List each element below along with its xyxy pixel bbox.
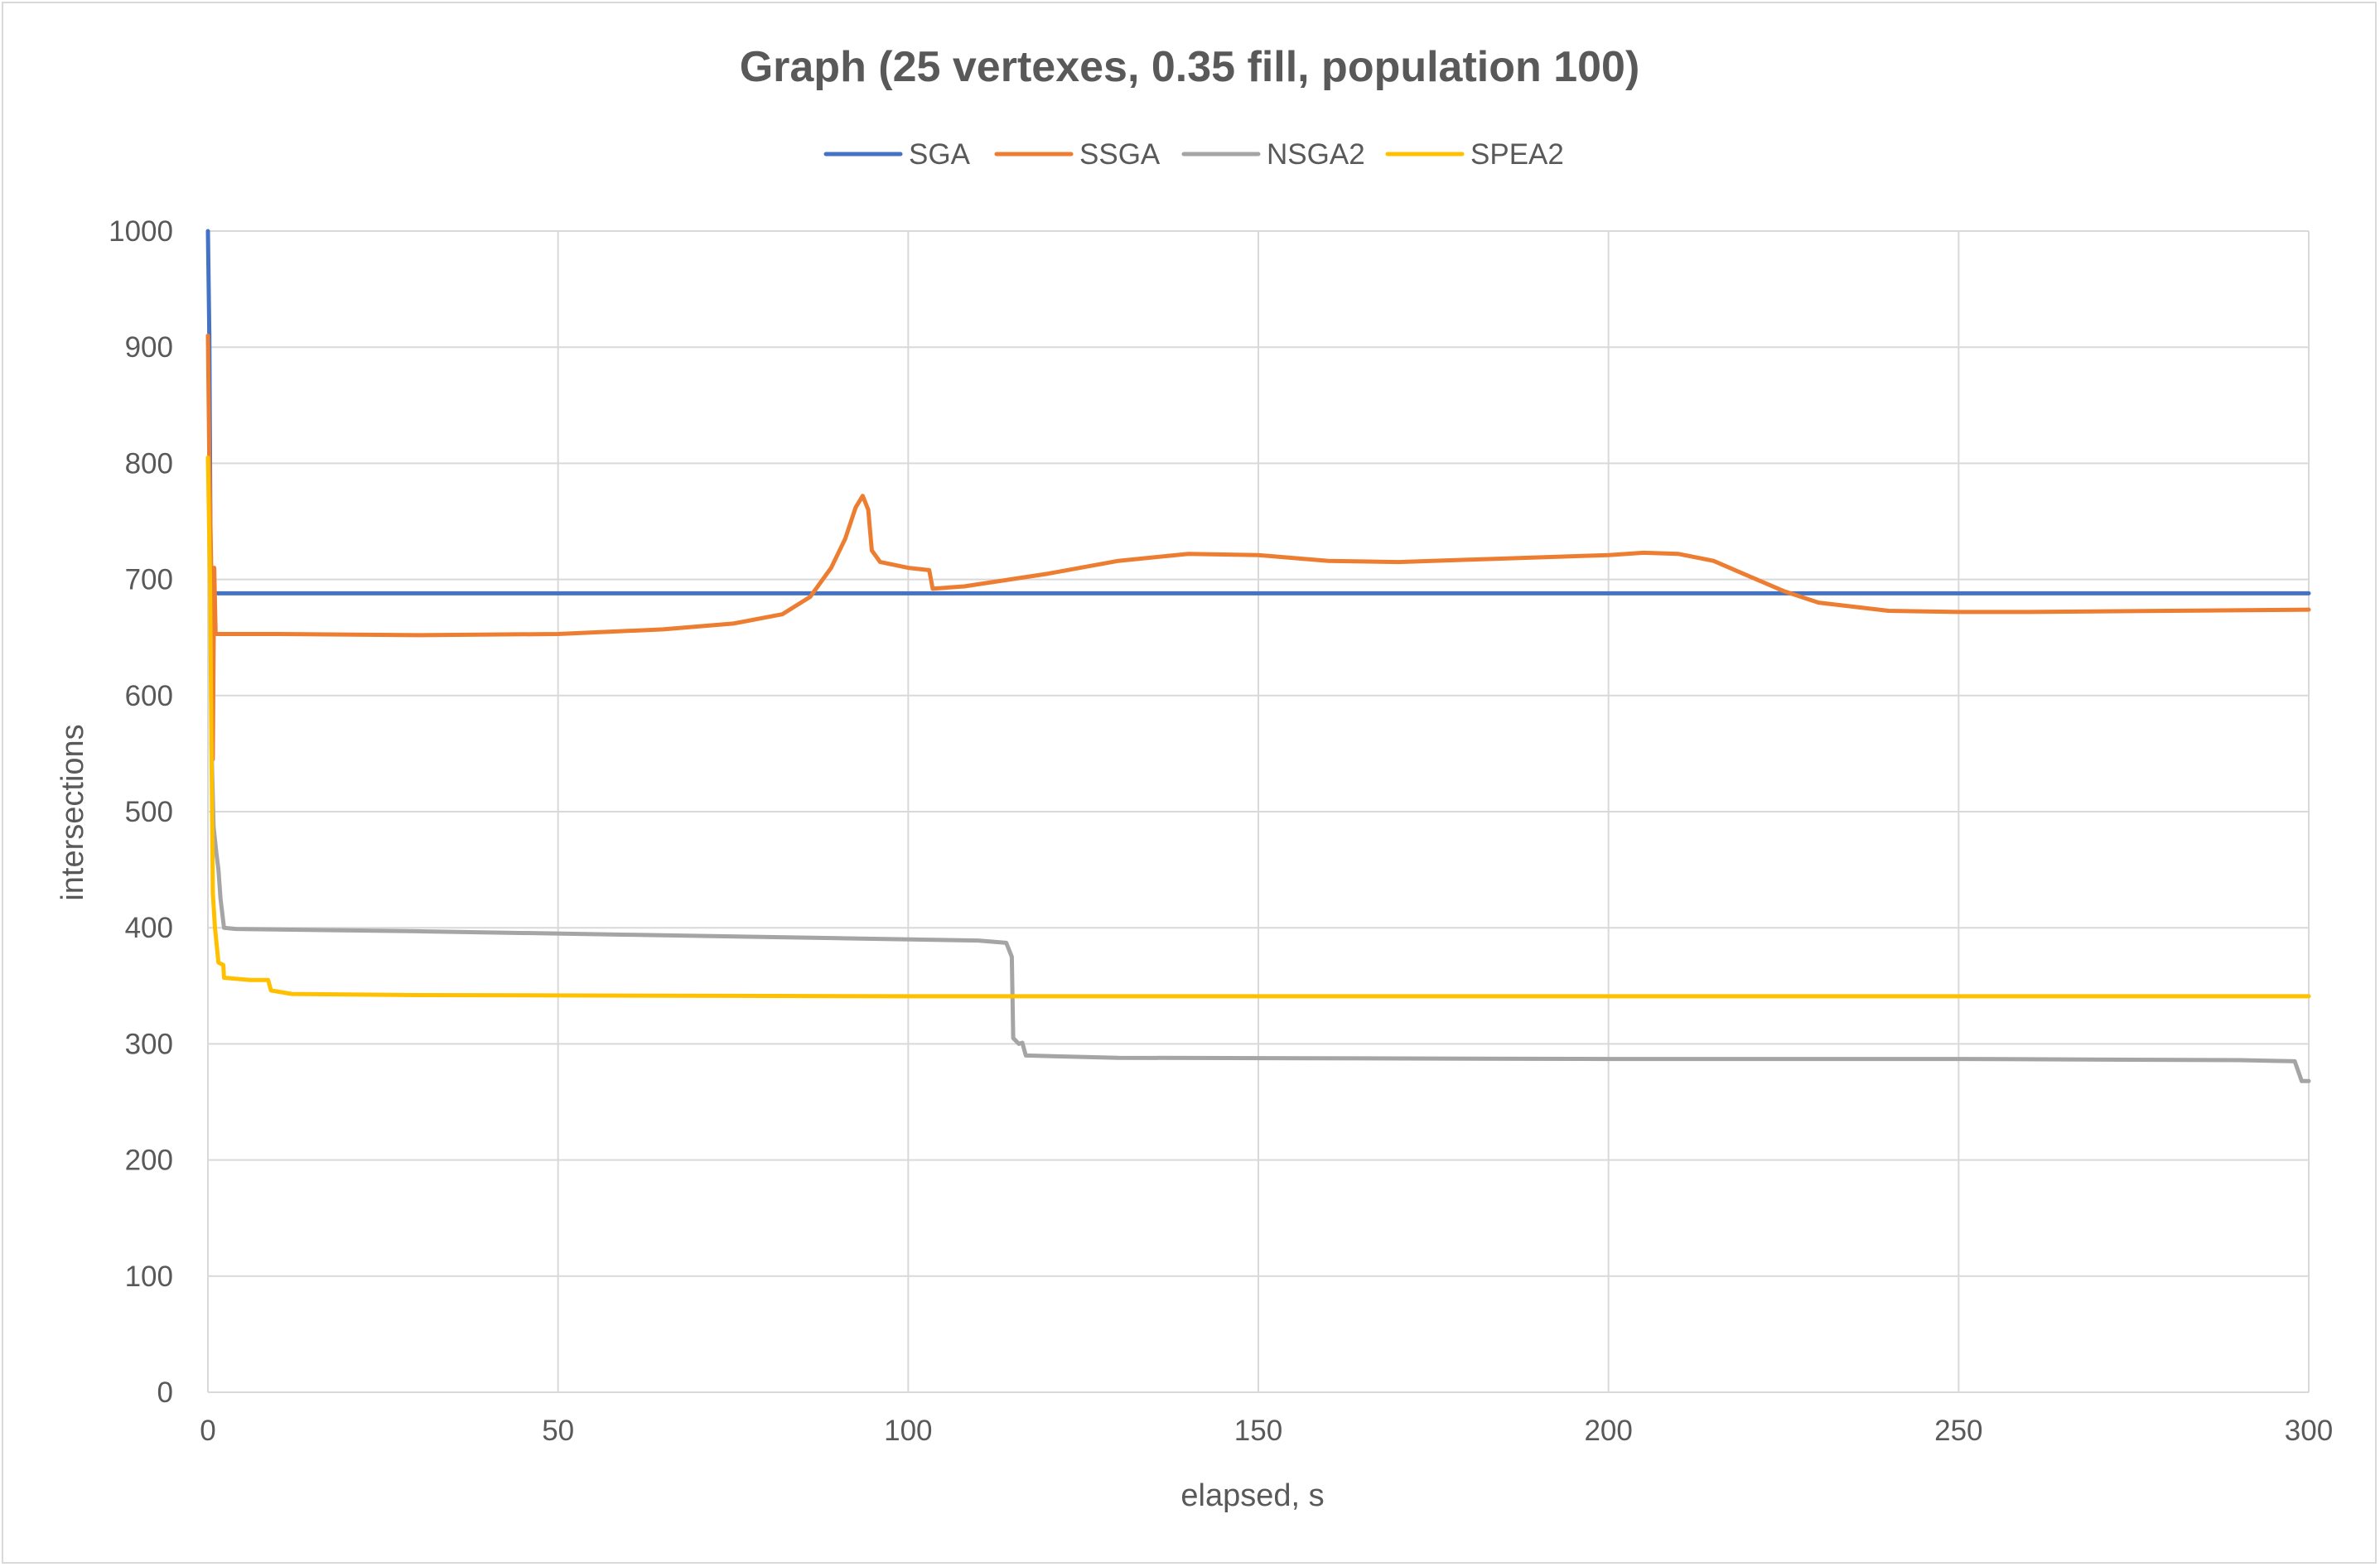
chart-title: Graph (25 vertexes, 0.35 fill, populatio…	[740, 43, 1640, 91]
series-line-spea2	[205, 455, 2311, 999]
series-line-ssga	[205, 333, 2311, 762]
y-tick-labels: 0 100 200 300 400 500 600 700 800 900 1000	[109, 215, 173, 1409]
y-axis-label: intersections	[56, 724, 90, 900]
y-tick-label: 900	[125, 331, 173, 364]
legend-label-sga: SGA	[909, 138, 971, 171]
x-tick-label: 0	[200, 1415, 215, 1447]
series-line-nsga2	[209, 740, 2311, 1083]
y-tick-label: 100	[125, 1261, 173, 1293]
y-tick-label: 700	[125, 564, 173, 596]
x-tick-labels: 0 50 100 150 200 250 300	[200, 1415, 2333, 1447]
x-tick-label: 150	[1234, 1415, 1282, 1447]
legend-label-ssga: SSGA	[1079, 138, 1161, 171]
gridlines	[207, 230, 2310, 1393]
y-tick-label: 600	[125, 680, 173, 712]
y-tick-label: 0	[157, 1377, 173, 1409]
x-tick-label: 200	[1584, 1415, 1632, 1447]
x-tick-label: 300	[2285, 1415, 2333, 1447]
legend: SGA SSGA NSGA2 SPEA2	[823, 138, 1564, 171]
x-tick-label: 100	[884, 1415, 932, 1447]
x-tick-label: 250	[1934, 1415, 1982, 1447]
x-axis-label: elapsed, s	[1180, 1478, 1324, 1513]
y-tick-label: 500	[125, 796, 173, 828]
y-tick-label: 1000	[109, 215, 173, 248]
y-tick-label: 400	[125, 912, 173, 944]
x-tick-label: 50	[542, 1415, 574, 1447]
legend-label-spea2: SPEA2	[1470, 138, 1564, 171]
y-tick-label: 300	[125, 1028, 173, 1060]
y-tick-label: 800	[125, 447, 173, 480]
series-lines	[205, 229, 2311, 1083]
y-tick-label: 200	[125, 1145, 173, 1177]
legend-label-nsga2: NSGA2	[1267, 138, 1365, 171]
